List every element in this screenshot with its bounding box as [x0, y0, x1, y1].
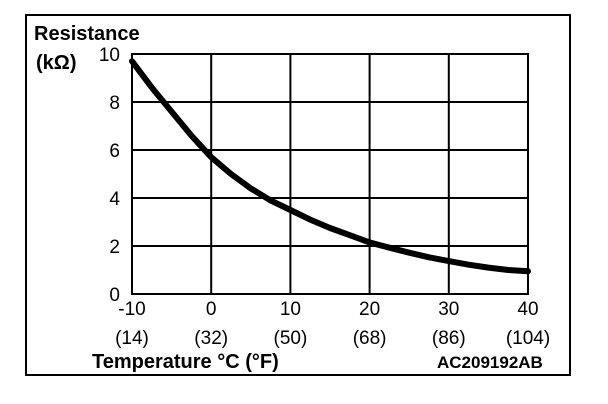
- grid: [131, 53, 529, 295]
- x-tick-label-fahrenheit: (14): [115, 328, 149, 349]
- x-tick-label-celsius: 30: [438, 299, 459, 320]
- y-tick-labels: 0 2 4 6 8 10: [99, 45, 121, 306]
- x-tick-label-fahrenheit: (104): [506, 328, 550, 349]
- y-axis-label-line2: (kΩ): [36, 52, 76, 74]
- y-axis-label-line1: Resistance: [34, 23, 140, 45]
- y-tick-label: 8: [109, 93, 120, 114]
- x-tick-label-celsius: 10: [280, 299, 301, 320]
- y-tick-label: 2: [109, 237, 120, 258]
- y-tick-label: 4: [109, 189, 120, 210]
- x-tick-label-celsius: -10: [118, 299, 145, 320]
- resistance-curve: [129, 58, 531, 275]
- x-tick-label-fahrenheit: (86): [432, 328, 466, 349]
- resistance-temperature-chart: Resistance (kΩ) 0 2 4 6 8 10 -10 (14) 0 (32) 10 (5…: [34, 23, 550, 373]
- x-tick-label-fahrenheit: (50): [274, 328, 308, 349]
- plot-border: [131, 53, 529, 295]
- x-tick-label-fahrenheit: (32): [194, 328, 228, 349]
- x-tick-labels: -10 (14) 0 (32) 10 (50) 20 (68) 30 (86) 40 (104): [115, 299, 550, 349]
- x-axis-label: Temperature °C (°F): [92, 351, 279, 373]
- chart-frame: Resistance (kΩ) 0 2 4 6 8 10 -10 (14) 0 (32) 10 (5…: [25, 14, 571, 376]
- x-tick-label-celsius: 0: [206, 299, 217, 320]
- figure-code: AC209192AB: [437, 353, 543, 372]
- x-tick-label-celsius: 40: [517, 299, 538, 320]
- y-tick-label: 10: [99, 45, 120, 66]
- y-tick-label: 0: [109, 285, 120, 306]
- series-curve: [129, 58, 531, 275]
- x-tick-label-fahrenheit: (68): [353, 328, 387, 349]
- x-tick-label-celsius: 20: [359, 299, 380, 320]
- y-tick-label: 6: [109, 141, 120, 162]
